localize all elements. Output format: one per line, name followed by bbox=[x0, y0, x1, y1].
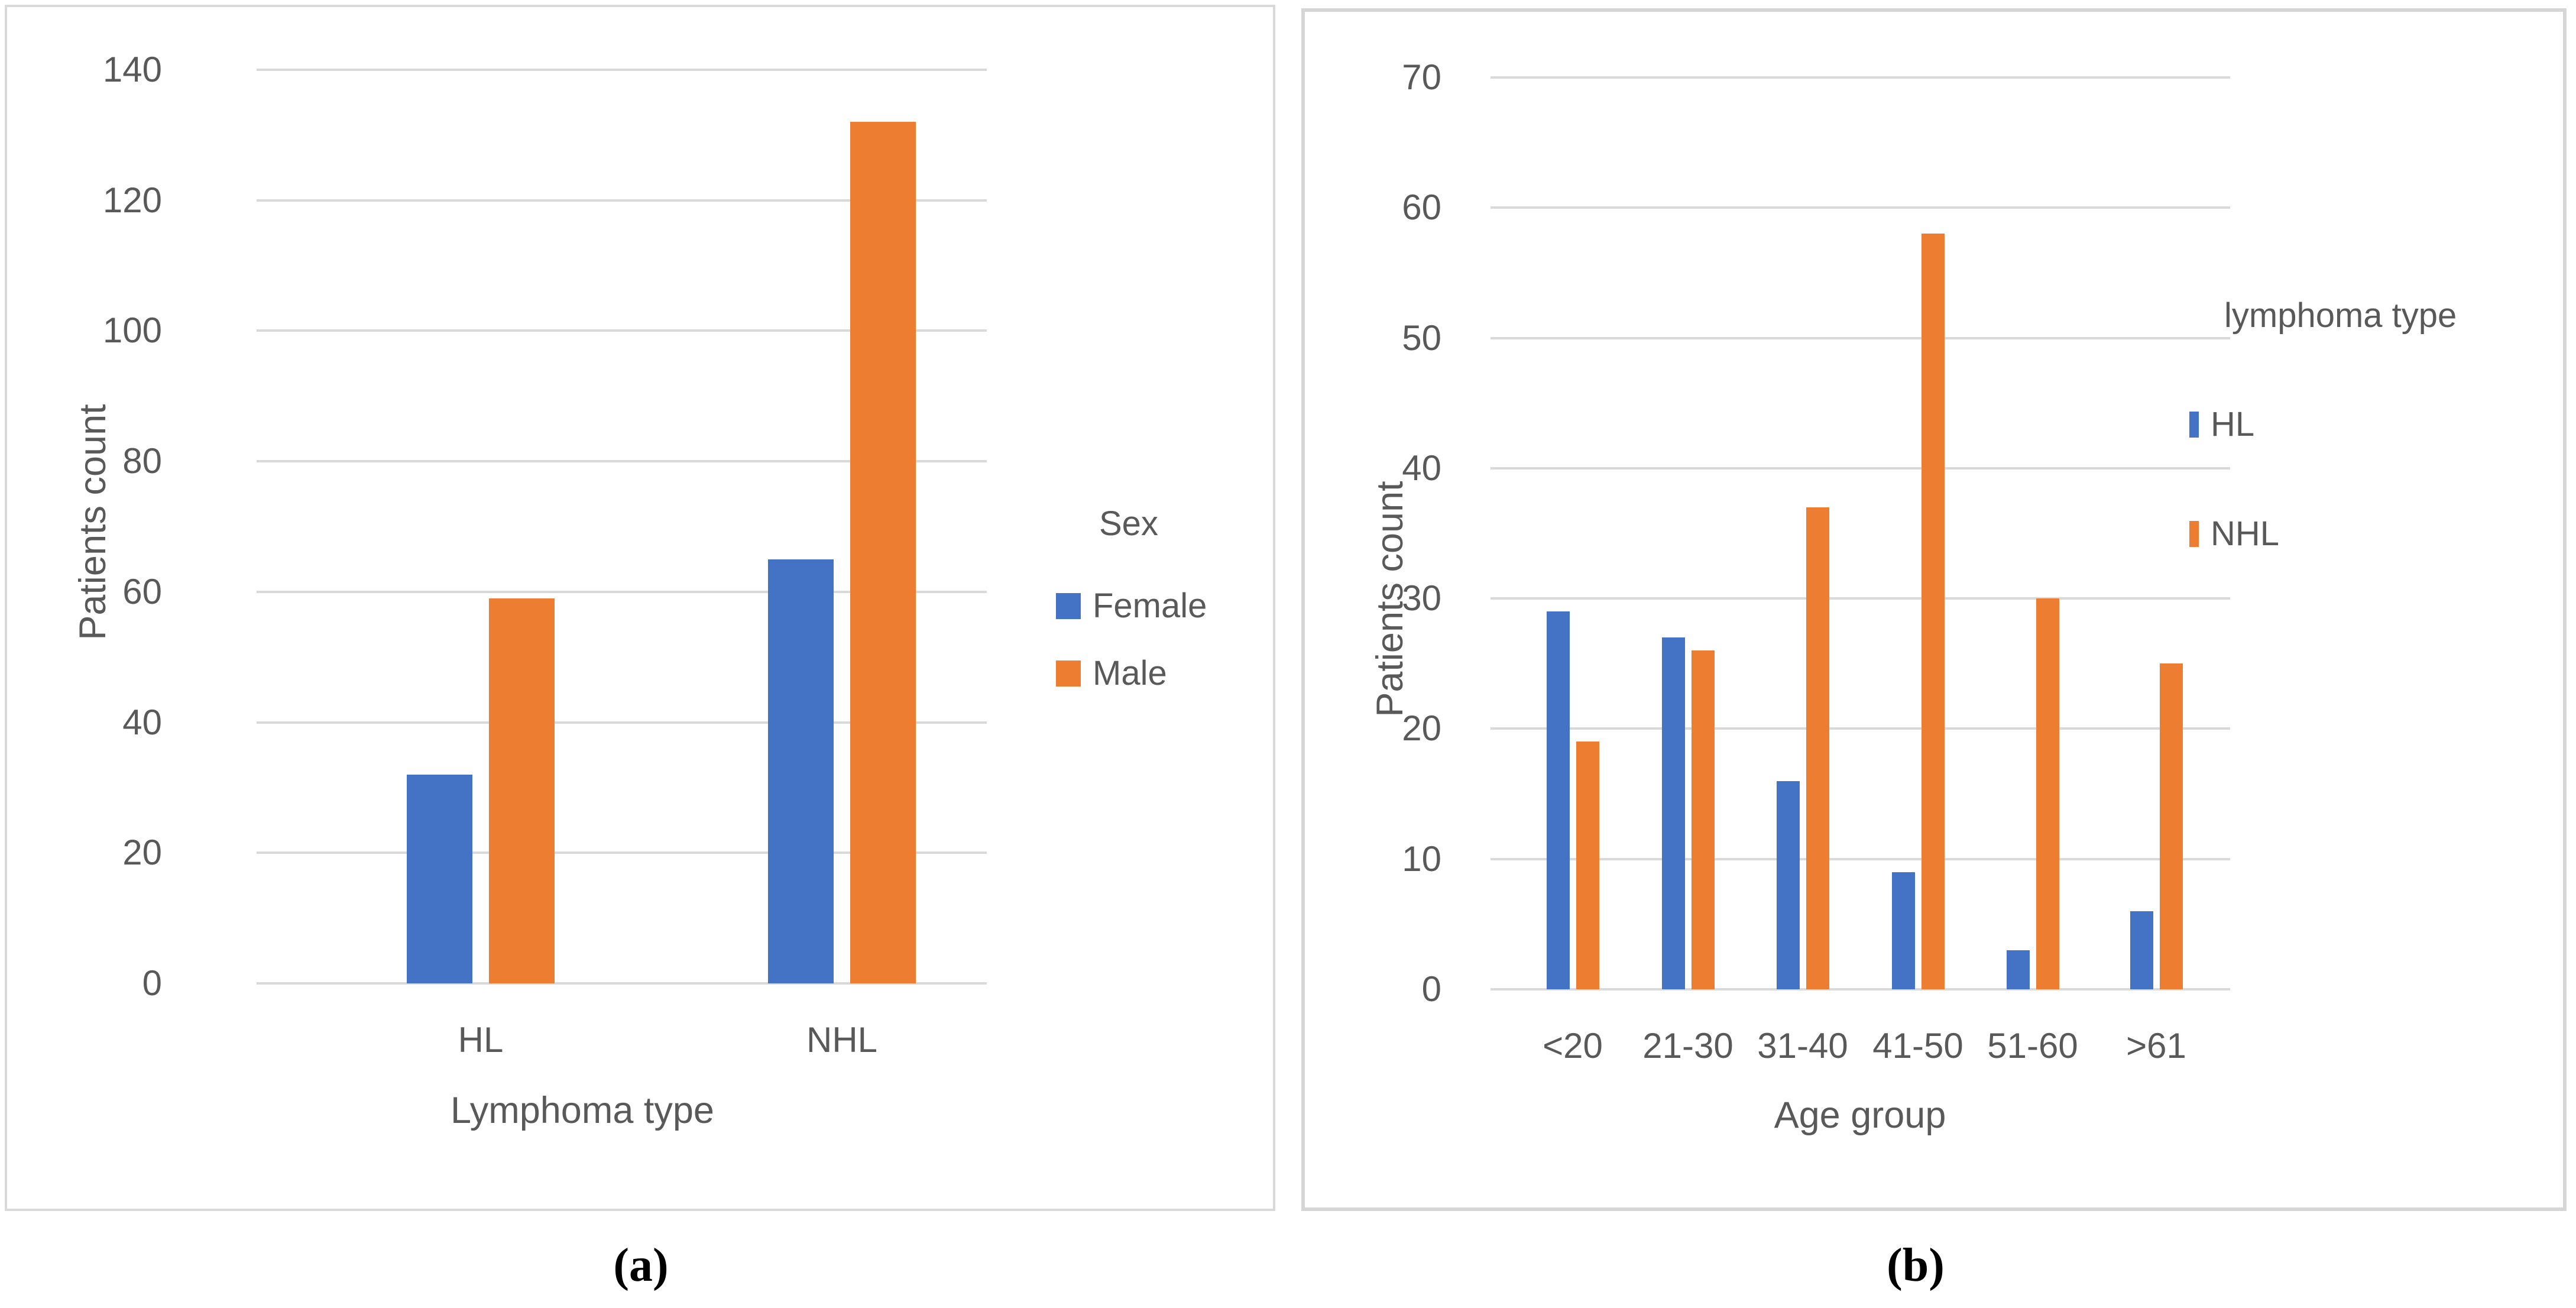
y-tick-label: 40 bbox=[122, 702, 162, 742]
x-tick-label-21-30: 21-30 bbox=[1642, 1026, 1733, 1066]
plot-area-a bbox=[257, 69, 987, 985]
gridline-y10 bbox=[1490, 857, 2230, 860]
y-tick-label: 80 bbox=[122, 441, 162, 481]
gridline-y60 bbox=[257, 590, 987, 593]
bar-NHL-31-40 bbox=[1806, 507, 1829, 989]
male-swatch-icon bbox=[1056, 661, 1081, 687]
chart-panel-b: Patients count Age group lymphoma type H… bbox=[1301, 8, 2567, 1211]
gridline-y80 bbox=[257, 460, 987, 463]
gridline-y0 bbox=[1490, 988, 2230, 990]
gridline-y0 bbox=[257, 982, 987, 985]
bar-HL-<20 bbox=[1546, 611, 1570, 989]
y-tick-label: 0 bbox=[1421, 969, 1441, 1009]
y-tick-label: 0 bbox=[142, 963, 162, 1003]
legend-title-a: Sex bbox=[1099, 504, 1158, 543]
legend-title-b: lymphoma type bbox=[2224, 296, 2457, 335]
bar-HL-21-30 bbox=[1661, 637, 1685, 989]
gridline-y40 bbox=[1490, 467, 2230, 470]
bar-NHL-51-60 bbox=[2036, 598, 2059, 989]
bar-Male-HL bbox=[489, 598, 555, 983]
bar-Male-NHL bbox=[850, 122, 916, 983]
caption-b: (b) bbox=[1887, 1239, 1945, 1291]
legend-item-male: Male bbox=[1056, 652, 1167, 695]
legend-item-female: Female bbox=[1056, 585, 1207, 627]
y-tick-label: 20 bbox=[1402, 708, 1441, 749]
gridline-y30 bbox=[1490, 597, 2230, 600]
x-tick-label-31-40: 31-40 bbox=[1757, 1026, 1848, 1066]
nhl-swatch-icon bbox=[2189, 521, 2199, 547]
gridline-y20 bbox=[1490, 727, 2230, 730]
plot-area-b bbox=[1490, 76, 2230, 990]
y-tick-label: 30 bbox=[1402, 578, 1441, 619]
gridline-y120 bbox=[257, 199, 987, 202]
bar-HL-51-60 bbox=[2006, 950, 2030, 989]
bar-NHL-21-30 bbox=[1691, 650, 1715, 989]
y-tick-label: 40 bbox=[1402, 448, 1441, 488]
y-tick-label: 70 bbox=[1402, 57, 1441, 97]
gridline-y40 bbox=[257, 721, 987, 724]
x-axis-title-b: Age group bbox=[1774, 1095, 1946, 1136]
x-tick-label-41-50: 41-50 bbox=[1872, 1026, 1963, 1066]
y-tick-label: 20 bbox=[122, 833, 162, 873]
chart-panel-a: Patients count Lymphoma type Sex Female … bbox=[5, 5, 1275, 1211]
x-tick-label-<20: <20 bbox=[1543, 1026, 1603, 1066]
x-tick-label-51-60: 51-60 bbox=[1987, 1026, 2078, 1066]
y-tick-label: 60 bbox=[1402, 187, 1441, 228]
caption-a: (a) bbox=[613, 1239, 669, 1291]
gridline-y20 bbox=[257, 852, 987, 854]
bar-NHL->61 bbox=[2159, 663, 2183, 989]
hl-swatch-icon bbox=[2189, 412, 2199, 438]
x-tick-label-NHL: NHL bbox=[806, 1020, 878, 1060]
y-tick-label: 50 bbox=[1402, 318, 1441, 358]
bar-HL-31-40 bbox=[1776, 781, 1800, 989]
legend-label-hl: HL bbox=[2211, 405, 2255, 443]
gridline-y70 bbox=[1490, 76, 2230, 79]
y-tick-label: 140 bbox=[102, 50, 162, 89]
gridline-y100 bbox=[257, 329, 987, 332]
y-tick-label: 120 bbox=[102, 180, 162, 220]
y-tick-label: 10 bbox=[1402, 838, 1441, 879]
bar-HL->61 bbox=[2130, 911, 2153, 989]
legend-item-nhl: NHL bbox=[2189, 513, 2279, 555]
legend-label-female: Female bbox=[1093, 587, 1207, 625]
x-axis-title-a: Lymphoma type bbox=[451, 1090, 714, 1131]
female-swatch-icon bbox=[1056, 593, 1081, 619]
y-tick-label: 60 bbox=[122, 571, 162, 611]
gridline-y140 bbox=[257, 69, 987, 71]
gridline-y50 bbox=[1490, 336, 2230, 339]
x-tick-label->61: >61 bbox=[2126, 1026, 2186, 1066]
bar-NHL-<20 bbox=[1576, 742, 1599, 989]
legend-label-nhl: NHL bbox=[2211, 514, 2280, 553]
bar-Female-NHL bbox=[768, 559, 834, 983]
x-tick-label-HL: HL bbox=[458, 1020, 504, 1060]
bar-Female-HL bbox=[407, 774, 472, 983]
gridline-y60 bbox=[1490, 206, 2230, 209]
legend-label-male: Male bbox=[1093, 654, 1167, 692]
y-tick-label: 100 bbox=[102, 310, 162, 351]
bar-NHL-41-50 bbox=[1921, 234, 1945, 989]
bar-HL-41-50 bbox=[1891, 872, 1915, 989]
legend-item-hl: HL bbox=[2189, 403, 2254, 446]
